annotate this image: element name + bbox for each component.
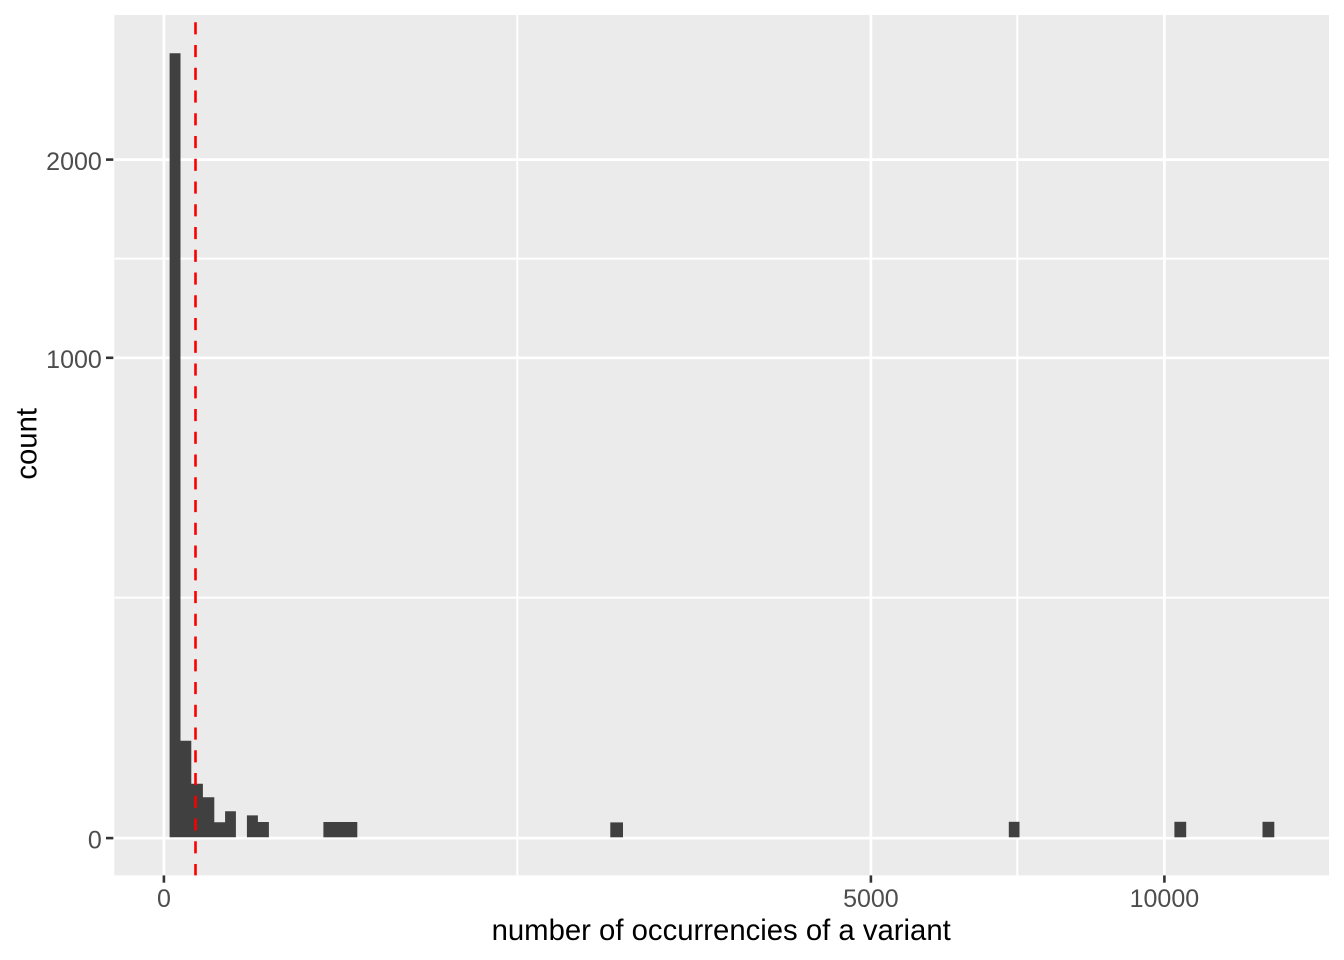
svg-text:1000: 1000: [46, 346, 102, 374]
svg-text:5000: 5000: [843, 885, 899, 913]
svg-text:0: 0: [88, 826, 102, 854]
svg-text:number of occurrencies of a va: number of occurrencies of a variant: [492, 914, 951, 947]
svg-text:2000: 2000: [46, 148, 102, 176]
svg-text:count: count: [10, 408, 43, 480]
svg-text:0: 0: [157, 885, 171, 913]
svg-text:10000: 10000: [1130, 885, 1200, 913]
